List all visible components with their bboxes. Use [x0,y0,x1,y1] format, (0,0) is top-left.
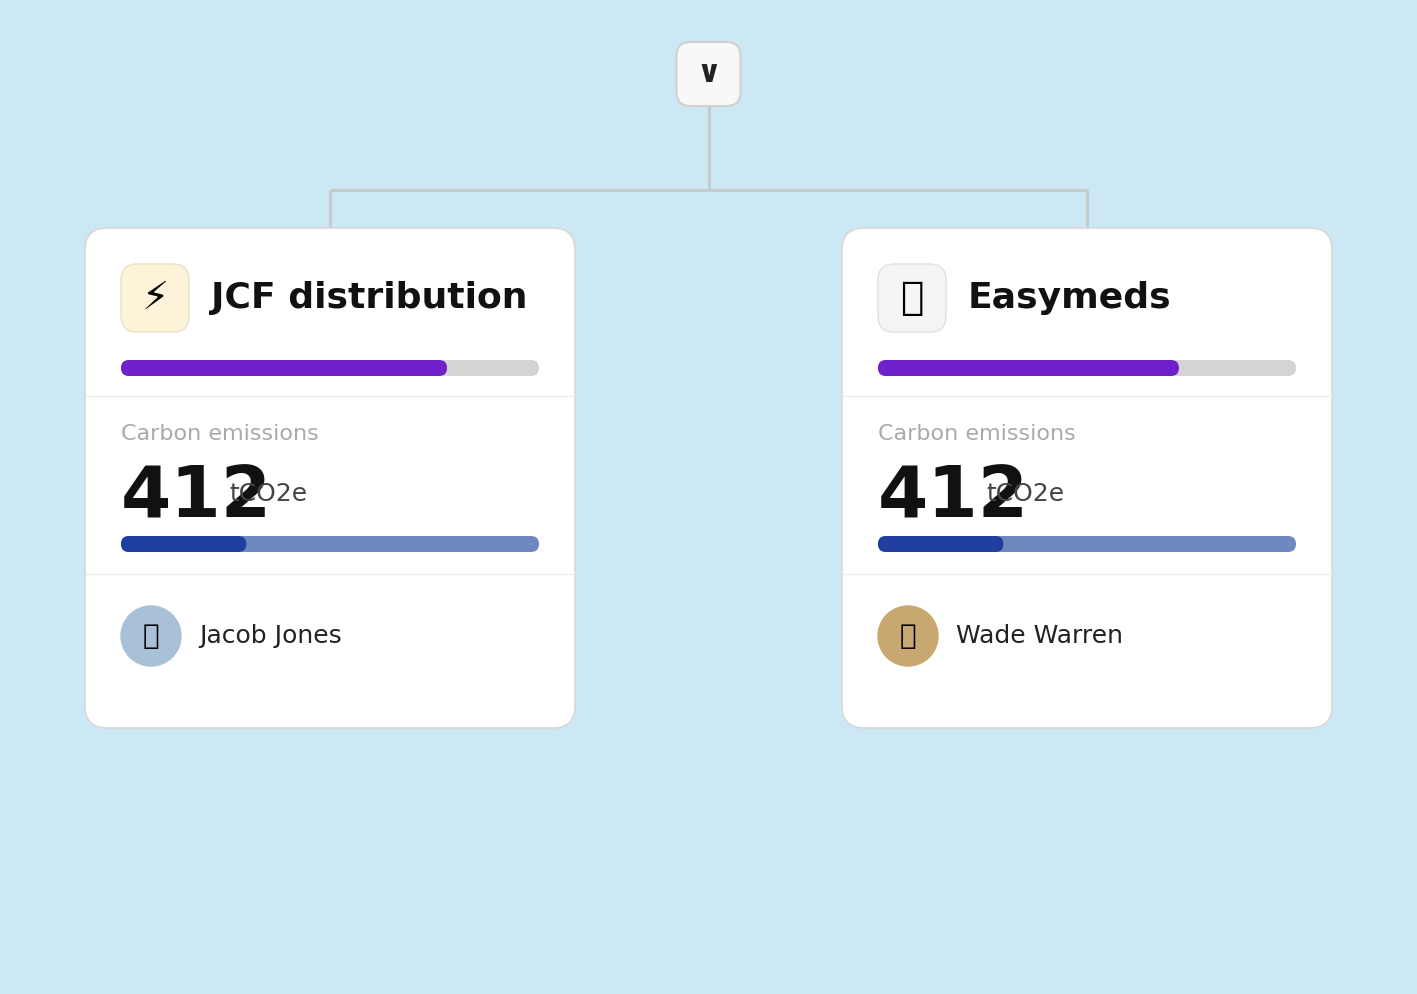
FancyBboxPatch shape [120,536,538,552]
FancyBboxPatch shape [85,228,575,728]
Text: Carbon emissions: Carbon emissions [120,424,319,444]
Circle shape [879,606,938,666]
Text: Carbon emissions: Carbon emissions [879,424,1076,444]
Text: tCO2e: tCO2e [230,482,307,506]
FancyBboxPatch shape [879,536,1003,552]
Text: 🛽: 🛽 [900,279,924,317]
Text: JCF distribution: JCF distribution [211,281,527,315]
FancyBboxPatch shape [676,42,741,106]
FancyBboxPatch shape [879,536,1297,552]
FancyBboxPatch shape [842,228,1332,728]
Text: ∨: ∨ [696,60,721,88]
FancyBboxPatch shape [879,360,1297,376]
FancyBboxPatch shape [879,360,1179,376]
Text: 👤: 👤 [900,622,917,650]
Text: 412: 412 [879,464,1029,533]
Text: Wade Warren: Wade Warren [956,624,1124,648]
Text: Jacob Jones: Jacob Jones [198,624,341,648]
Text: ⚡: ⚡ [142,279,169,317]
Text: 412: 412 [120,464,272,533]
FancyBboxPatch shape [120,536,247,552]
Text: tCO2e: tCO2e [986,482,1064,506]
Text: 👤: 👤 [143,622,159,650]
FancyBboxPatch shape [879,264,947,332]
Circle shape [120,606,181,666]
FancyBboxPatch shape [120,360,446,376]
FancyBboxPatch shape [120,360,538,376]
Text: Easymeds: Easymeds [968,281,1172,315]
FancyBboxPatch shape [120,264,188,332]
